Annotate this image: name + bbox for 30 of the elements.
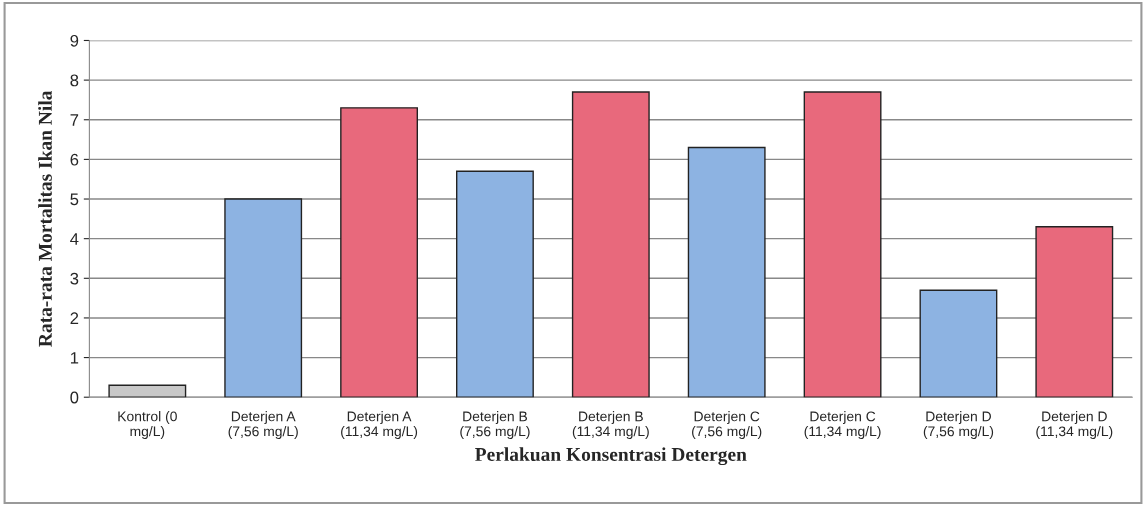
bar [456, 170, 534, 398]
x-tick-label: Deterjen C (7,56 mg/L) [692, 411, 762, 440]
bar [919, 289, 998, 398]
y-axis-title: Rata-rata Mortalitas Ikan Nila [38, 90, 52, 347]
y-tick-label: 4 [70, 233, 79, 245]
y-tick-label: 7 [70, 114, 79, 126]
x-axis-title: Perlakuan Konsentrasi Detergen [475, 447, 747, 466]
x-tick-label: Deterjen D (11,34 mg/L) [1036, 411, 1113, 440]
y-tick-label: 6 [70, 153, 79, 166]
y-tick-label: 5 [70, 193, 79, 206]
y-tick-label: 8 [70, 74, 79, 87]
x-tick-label: Deterjen C (11,34 mg/L) [804, 411, 881, 440]
x-tick-label: Deterjen A (7,56 mg/L) [228, 411, 298, 440]
x-tick-label: Deterjen B (11,34 mg/L) [572, 411, 649, 440]
bar [340, 107, 419, 398]
y-tick-label: 2 [70, 312, 79, 324]
bar [108, 384, 187, 398]
bar [803, 91, 882, 398]
x-tick-label: Kontrol (0 mg/L) [118, 411, 177, 440]
bar [224, 198, 303, 398]
y-tick-label: 1 [70, 352, 79, 364]
bar [687, 146, 766, 398]
x-tick-label: Deterjen D (7,56 mg/L) [923, 411, 994, 440]
x-tick-label: Deterjen B (7,56 mg/L) [460, 411, 530, 440]
y-tick-label: 9 [70, 34, 79, 47]
y-tick-label: 0 [70, 391, 79, 404]
y-tick-label: 3 [70, 272, 79, 285]
bar [1035, 226, 1114, 398]
x-tick-label: Deterjen A (11,34 mg/L) [341, 411, 418, 440]
bar [571, 91, 650, 398]
